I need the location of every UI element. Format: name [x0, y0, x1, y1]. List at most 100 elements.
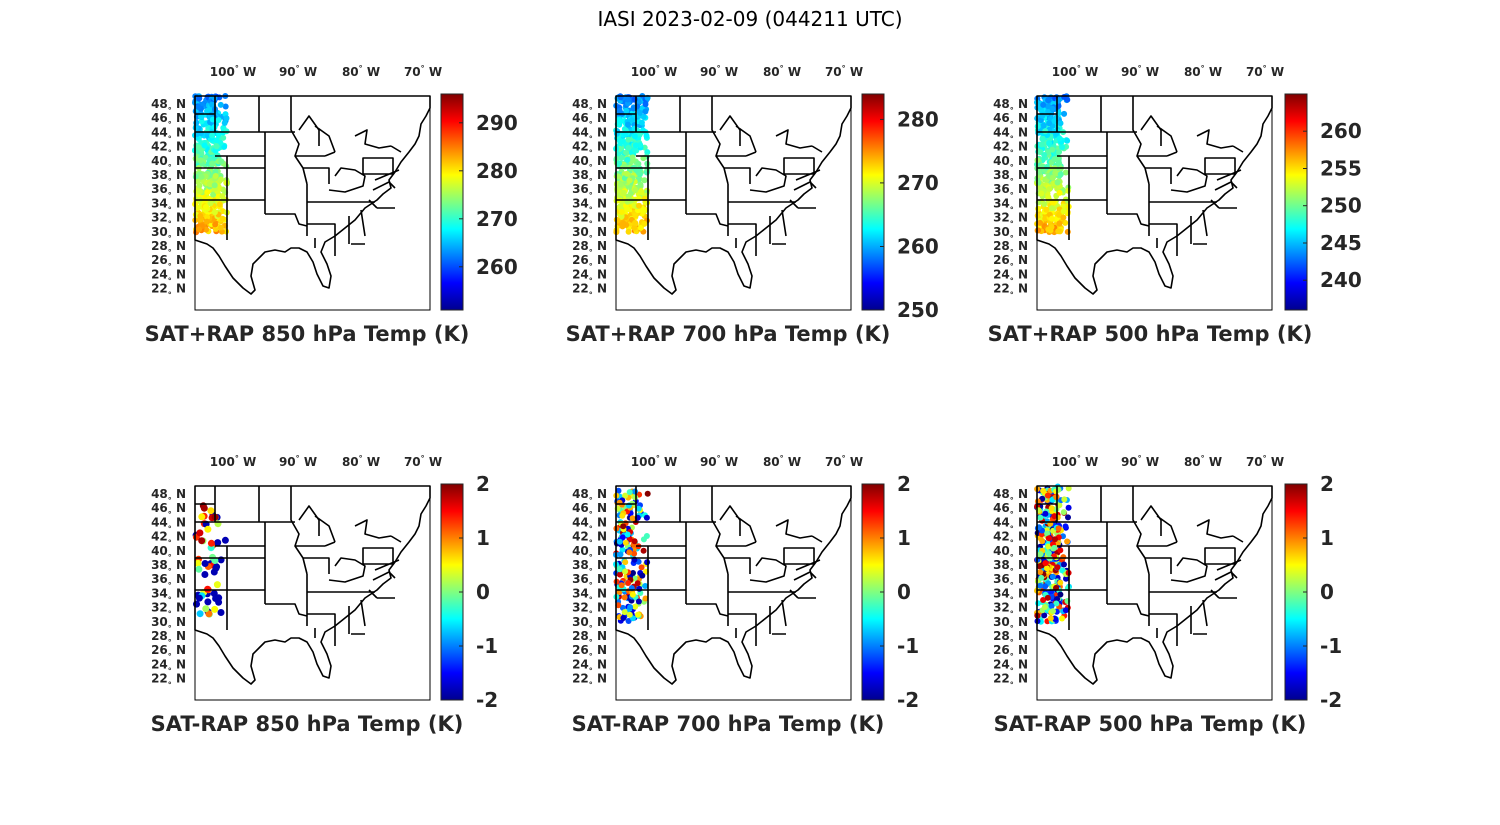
- panel-title: SAT+RAP 500 hPa Temp (K): [988, 322, 1313, 346]
- colorbar-tick-label: -1: [1320, 634, 1342, 658]
- lat-tick-label: 26° N: [151, 253, 186, 271]
- swath-point: [1062, 523, 1069, 530]
- swath-point: [1038, 574, 1045, 581]
- panel-title: SAT-RAP 850 hPa Temp (K): [151, 712, 464, 736]
- lat-tick-label: 24° N: [993, 657, 1028, 675]
- map-area: [1034, 483, 1273, 701]
- lat-tick-label: 34° N: [993, 586, 1028, 604]
- swath-point: [1057, 120, 1064, 127]
- swath-point: [1060, 509, 1067, 516]
- lon-tick-label: 90° W: [279, 64, 317, 79]
- lat-tick-label: 38° N: [151, 558, 186, 576]
- colorbar-tick-label: 1: [897, 526, 911, 550]
- swath-point: [202, 605, 210, 613]
- swath-point: [1063, 575, 1069, 582]
- swath-point: [200, 504, 208, 512]
- lat-tick-label: 46° N: [151, 111, 186, 129]
- swath-point: [622, 568, 629, 575]
- swath-point: [1046, 140, 1053, 147]
- swath-point: [195, 104, 202, 110]
- swath-point: [221, 120, 228, 126]
- swath-point: [194, 178, 201, 185]
- swath-point: [203, 226, 210, 233]
- lat-tick-label: 32° N: [993, 601, 1028, 619]
- lat-tick-label: 42° N: [572, 530, 607, 548]
- lat-tick-label: 22° N: [572, 672, 607, 690]
- swath-point: [1038, 141, 1045, 148]
- data-swath: [613, 487, 651, 624]
- swath-point: [1061, 110, 1068, 117]
- swath-point: [631, 133, 638, 140]
- swath-point: [211, 153, 218, 160]
- lat-tick-label: 40° N: [572, 154, 607, 172]
- colorbar-tick-label: -2: [476, 688, 498, 712]
- swath-point: [618, 209, 625, 215]
- lon-tick-label: 80° W: [763, 64, 801, 79]
- swath-point: [1050, 608, 1056, 615]
- swath-point: [622, 539, 629, 546]
- swath-point: [632, 603, 639, 610]
- colorbar-tick-label: -1: [476, 634, 498, 658]
- lat-tick-label: 42° N: [151, 530, 186, 548]
- swath-point: [618, 154, 625, 161]
- swath-point: [1061, 94, 1068, 100]
- swath-point: [1065, 514, 1071, 521]
- lat-tick-label: 48° N: [993, 487, 1028, 505]
- swath-point: [631, 538, 638, 545]
- swath-point: [1037, 569, 1044, 576]
- swath-point: [198, 173, 205, 180]
- swath-point: [195, 144, 202, 151]
- lat-tick-label: 34° N: [572, 196, 607, 214]
- lat-tick-label: 44° N: [572, 515, 607, 533]
- lat-tick-label: 34° N: [151, 586, 186, 604]
- swath-point: [210, 191, 217, 198]
- swath-point: [625, 228, 632, 235]
- lon-tick-label: 70° W: [404, 64, 442, 79]
- lat-tick-label: 46° N: [993, 501, 1028, 519]
- lat-tick-label: 24° N: [572, 267, 607, 285]
- swath-point: [635, 598, 642, 605]
- swath-point: [207, 200, 214, 207]
- swath-point: [619, 534, 626, 541]
- swath-point: [621, 609, 628, 616]
- lat-tick-label: 30° N: [151, 615, 186, 633]
- swath-point: [623, 170, 630, 177]
- lat-tick-label: 42° N: [572, 140, 607, 158]
- swath-point: [1056, 189, 1063, 196]
- colorbar-tick-label: 290: [476, 111, 518, 135]
- swath-point: [198, 537, 206, 545]
- lat-tick-label: 32° N: [151, 211, 186, 229]
- swath-point: [619, 512, 626, 519]
- swath-point: [638, 119, 645, 126]
- lat-tick-label: 30° N: [572, 225, 607, 243]
- swath-point: [616, 499, 623, 506]
- swath-point: [198, 118, 205, 125]
- swath-point: [1057, 591, 1064, 598]
- swath-point: [1045, 543, 1052, 550]
- swath-point: [1040, 122, 1047, 129]
- swath-point: [1051, 156, 1058, 163]
- swath-point: [644, 490, 651, 497]
- map-panel: 100° W 90° W 80° W 70° W 48° N46° N44° N42° …: [988, 64, 1362, 346]
- lat-tick-label: 40° N: [993, 154, 1028, 172]
- lat-tick-label: 40° N: [993, 544, 1028, 562]
- swath-point: [1042, 510, 1049, 517]
- lat-tick-label: 36° N: [993, 182, 1028, 200]
- swath-point: [632, 187, 639, 194]
- swath-point: [1051, 513, 1058, 520]
- swath-point: [218, 176, 224, 183]
- lon-tick-label: 80° W: [763, 454, 801, 469]
- swath-point: [1057, 171, 1064, 178]
- swath-point: [625, 618, 632, 624]
- lon-tick-label: 90° W: [1121, 64, 1159, 79]
- swath-point: [1056, 220, 1063, 227]
- swath-point: [213, 143, 220, 150]
- swath-point: [631, 550, 638, 557]
- lon-tick-label: 90° W: [279, 454, 317, 469]
- swath-point: [620, 523, 627, 530]
- swath-point: [1040, 101, 1047, 108]
- swath-point: [637, 142, 644, 148]
- swath-point: [1039, 538, 1046, 545]
- lat-tick-label: 32° N: [572, 601, 607, 619]
- swath-point: [638, 564, 645, 571]
